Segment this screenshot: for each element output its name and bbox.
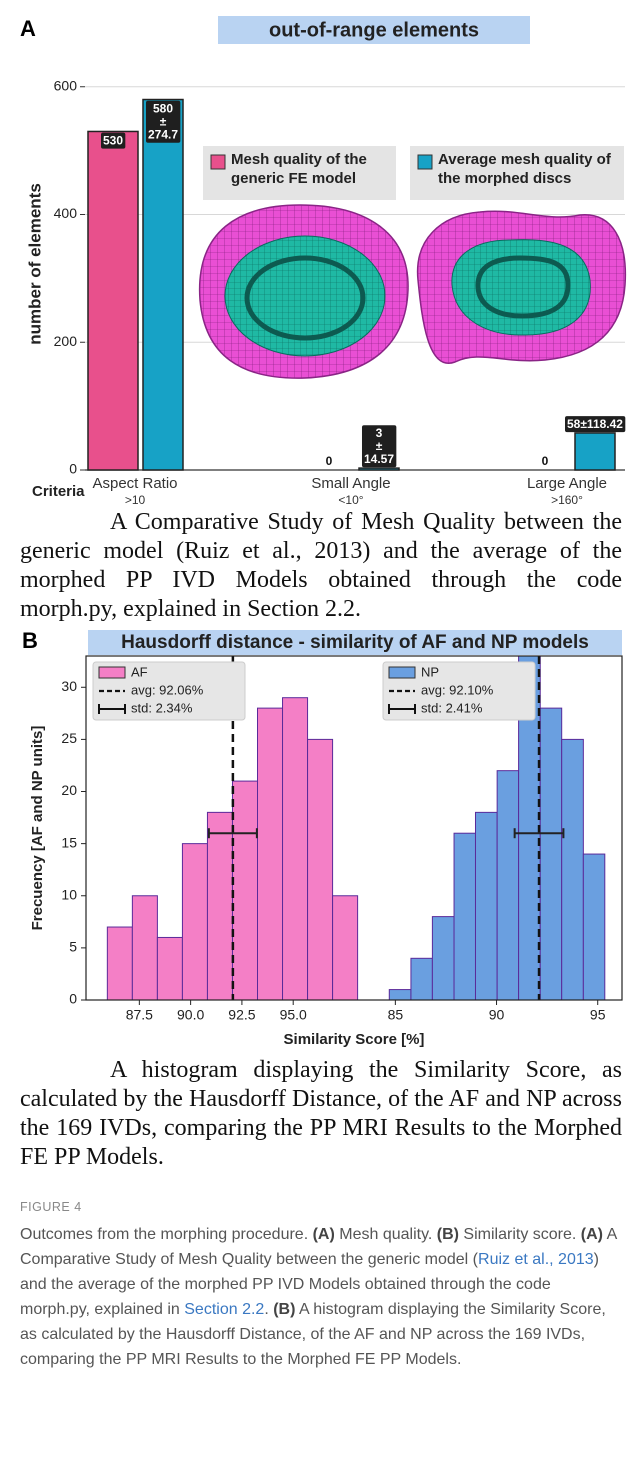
histogram-bar <box>333 896 358 1000</box>
legend-mean-label: avg: 92.06% <box>131 682 204 697</box>
y-tick-label: 30 <box>61 678 77 694</box>
caption-text: Mesh quality. <box>335 1226 437 1243</box>
value-label: 0 <box>542 454 549 468</box>
value-label: 0 <box>326 454 333 468</box>
histogram-bar <box>389 990 411 1000</box>
y-tick-label: 10 <box>61 886 77 902</box>
x-tick-label: Aspect Ratio <box>92 475 177 492</box>
histogram-bar <box>432 917 454 1000</box>
page: A out-of-range elements number of elemen… <box>0 0 642 1477</box>
x-tick-label: 85 <box>388 1007 404 1023</box>
histogram-bar <box>540 708 561 1000</box>
disc-image-morphed <box>418 211 626 363</box>
histogram-bar <box>207 812 232 1000</box>
legend-std-label: std: 2.41% <box>421 700 483 715</box>
bar <box>575 433 615 470</box>
histogram-bar <box>475 812 497 1000</box>
x-tick-sublabel: >10 <box>125 493 146 505</box>
chart-b: B Hausdorff distance - similarity of AF … <box>0 628 642 1053</box>
legend-swatch <box>211 155 225 169</box>
figure-caption: Outcomes from the morphing procedure. (A… <box>20 1222 622 1372</box>
histogram-bar <box>411 958 432 1000</box>
bar <box>359 468 399 470</box>
y-tick-label: 400 <box>54 205 78 221</box>
chart-title: Hausdorff distance - similarity of AF an… <box>121 632 589 653</box>
caption-text: Outcomes from the morphing procedure. <box>20 1226 313 1243</box>
citation-link[interactable]: Ruiz et al., 2013 <box>478 1251 594 1268</box>
legend-entry: Average mesh quality of the morphed disc… <box>438 150 624 198</box>
legend-swatch <box>418 155 432 169</box>
histogram-bar <box>308 739 333 1000</box>
y-tick-label: 20 <box>61 782 77 798</box>
caption-ref: (B) <box>273 1301 295 1318</box>
x-tick-label: 87.5 <box>126 1007 153 1023</box>
legend-std-label: std: 2.34% <box>131 700 193 715</box>
chart-title: out-of-range elements <box>269 19 479 41</box>
x-tick-label: 92.5 <box>228 1007 255 1023</box>
legend-entry: Mesh quality of the generic FE model <box>231 150 396 198</box>
bar <box>143 100 183 470</box>
x-tick-sublabel: <10° <box>338 493 363 505</box>
caption-text: . <box>264 1301 273 1318</box>
x-axis-label: Similarity Score [%] <box>284 1031 425 1048</box>
y-tick-label: 15 <box>61 834 77 850</box>
plot: AF avg: 92.06% std: 2.34% NP avg: 92.10% std:… <box>81 656 605 1005</box>
panel-caption: A histogram displaying the Similarity Sc… <box>20 1056 622 1172</box>
disc-image-generic <box>200 205 408 378</box>
histogram-bar <box>157 937 182 1000</box>
histogram-bar <box>283 698 308 1000</box>
y-tick-label: 600 <box>54 77 78 93</box>
y-tick-label: 0 <box>69 991 77 1007</box>
y-tick-label: 200 <box>54 333 78 349</box>
x-tick-label: 95 <box>590 1007 606 1023</box>
x-axis-label: Criteria <box>32 483 85 500</box>
legend-swatch <box>99 667 125 678</box>
y-axis-label: Frecuency [AF and NP units] <box>29 726 46 931</box>
histogram-bar <box>497 771 518 1000</box>
panel-label: A <box>20 16 36 41</box>
x-tick-label: 95.0 <box>280 1007 307 1023</box>
histogram-bar <box>132 896 157 1000</box>
y-tick-label: 5 <box>69 939 77 955</box>
x-tick-sublabel: >160° <box>551 493 583 505</box>
y-tick-label: 0 <box>69 461 77 477</box>
value-label: 530 <box>103 134 123 148</box>
histogram-bar <box>182 844 207 1000</box>
legend-swatch <box>389 667 415 678</box>
legend-label: NP <box>421 664 439 679</box>
panel-label: B <box>22 628 38 653</box>
legend-mean-label: avg: 92.10% <box>421 682 494 697</box>
bar <box>88 131 138 470</box>
x-tick-label: Large Angle <box>527 475 607 492</box>
x-tick-label: Small Angle <box>311 475 390 492</box>
histogram-bar <box>583 854 604 1000</box>
figure-label: FIGURE 4 <box>20 1200 82 1214</box>
value-label: 58±118.42 <box>567 417 623 431</box>
caption-text: Similarity score. <box>459 1226 581 1243</box>
legend-label: AF <box>131 664 148 679</box>
legend-label: Mesh quality of the generic FE model <box>231 150 391 188</box>
histogram-bar <box>454 833 475 1000</box>
y-tick-label: 25 <box>61 730 77 746</box>
legend-label: Average mesh quality of the morphed disc… <box>438 150 618 188</box>
caption-ref: (B) <box>437 1226 459 1243</box>
histogram-bar <box>562 739 584 1000</box>
chart-a: A out-of-range elements number of elemen… <box>0 0 642 505</box>
x-tick-label: 90.0 <box>177 1007 204 1023</box>
panel-caption: A Comparative Study of Mesh Quality betw… <box>20 508 622 624</box>
caption-ref: (A) <box>581 1226 603 1243</box>
y-axis-label: number of elements <box>25 183 44 345</box>
histogram-bar <box>107 927 132 1000</box>
section-link[interactable]: Section 2.2 <box>184 1301 264 1318</box>
caption-ref: (A) <box>313 1226 335 1243</box>
x-tick-label: 90 <box>489 1007 505 1023</box>
histogram-bar <box>232 781 257 1000</box>
histogram-bar <box>258 708 283 1000</box>
